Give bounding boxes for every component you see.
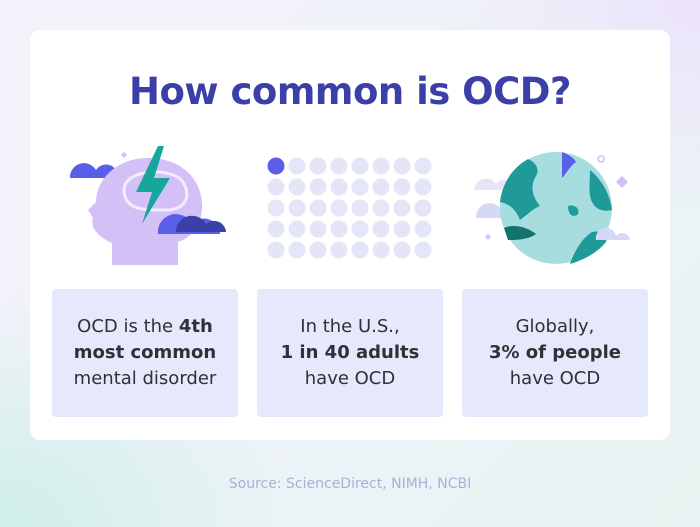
stat-box-4th-most-common: OCD is the 4th most common mental disord… [52,289,238,417]
dot [309,178,327,196]
source-citation: Source: ScienceDirect, NIMH, NCBI [228,476,472,492]
cloud-icon [69,163,119,178]
dot [414,178,432,196]
dot [414,241,432,259]
dot [267,199,285,217]
dot [288,241,306,259]
dot [372,157,390,175]
dot [414,157,432,175]
sparkle-icon [597,155,605,163]
dot [309,220,327,238]
stat-line: 1 in 40 adults [280,342,420,363]
dot [351,157,369,175]
dot [330,157,348,175]
sparkle-icon [616,176,628,188]
dot [393,220,411,238]
sparkle-icon [485,234,491,240]
dot [372,220,390,238]
head-silhouette [88,158,203,265]
dot [351,220,369,238]
stat-box-3-percent-globally: Globally, 3% of people have OCD [462,289,648,417]
dot [330,220,348,238]
stat-line: 3% of people [488,342,621,363]
stat-box-1-in-40-adults: In the U.S., 1 in 40 adults have OCD [257,289,443,417]
cloud-icon [595,227,630,240]
page-title: How common is OCD? [129,70,571,113]
stat-line: mental disorder [73,368,217,389]
dot [267,241,285,259]
dot [372,178,390,196]
dot [414,220,432,238]
globe-land [562,152,576,178]
stat-line: Globally, [515,316,595,337]
dot [351,199,369,217]
dot [393,157,411,175]
dot [372,241,390,259]
stat-line: have OCD [509,368,601,389]
dot [288,178,306,196]
stat-line: In the U.S., [300,316,400,337]
dot [372,199,390,217]
dot-grid-1-in-40 [267,157,432,259]
sparkle-icon [121,152,127,158]
dot [288,220,306,238]
dot [393,199,411,217]
dot [309,241,327,259]
lightning-icon [136,146,170,224]
dot [288,199,306,217]
head-with-lightning-icon [69,146,226,265]
dot [393,178,411,196]
cloud-icon [175,215,226,232]
globe-land [500,159,540,220]
stat-line: OCD is the 4th [77,316,213,337]
globe-land [589,170,612,211]
stat-line: have OCD [304,368,396,389]
dot [267,220,285,238]
dot [351,241,369,259]
dot [309,199,327,217]
dot [330,241,348,259]
globe-icon [474,152,630,264]
dot-highlighted [267,157,285,175]
globe-land [568,205,579,216]
dot [414,199,432,217]
stat-line: most common [73,342,217,363]
dot [288,157,306,175]
dot [330,178,348,196]
dot [351,178,369,196]
dot [393,241,411,259]
dot [309,157,327,175]
dot [267,178,285,196]
dot [330,199,348,217]
globe-land [504,226,536,240]
